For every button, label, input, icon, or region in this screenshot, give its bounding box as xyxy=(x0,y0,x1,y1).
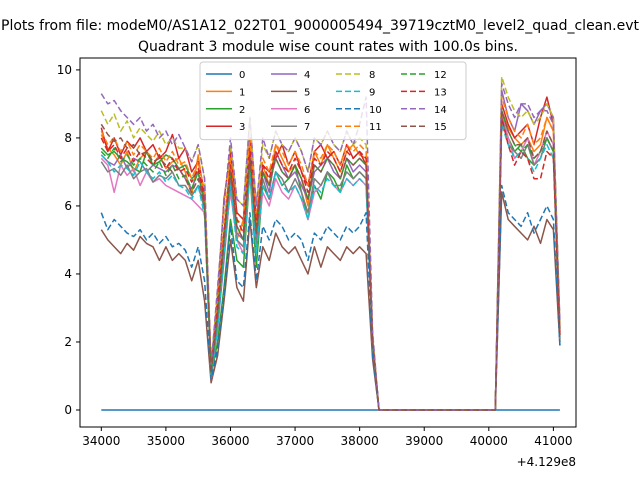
figure-suptitle: Plots from file: modeM0/AS1A12_022T01_90… xyxy=(1,18,639,34)
x-tick-label: 37000 xyxy=(276,434,314,448)
x-tick-label: 39000 xyxy=(405,434,443,448)
x-tick-label: 40000 xyxy=(470,434,508,448)
axes-frame xyxy=(79,57,577,428)
series-line-5 xyxy=(100,191,561,411)
y-axis: 0 2 4 6 8 10 xyxy=(57,63,80,417)
plot-area: 34000 35000 36000 37000 38000 39000 40000 41000… xyxy=(57,57,577,469)
series-line-10 xyxy=(100,184,561,411)
y-tick-label: 10 xyxy=(57,63,72,77)
series-line-11 xyxy=(100,96,561,411)
legend-label-11: 11 xyxy=(369,122,382,133)
y-tick-label: 6 xyxy=(64,199,72,213)
legend-label-12: 12 xyxy=(434,70,447,81)
legend-label-15: 15 xyxy=(434,122,447,133)
legend-box xyxy=(199,61,467,141)
legend-label-10: 10 xyxy=(369,105,382,116)
series-line-3 xyxy=(100,96,561,411)
legend-label-5: 5 xyxy=(304,87,310,98)
y-tick-label: 4 xyxy=(64,267,72,281)
legend-label-13: 13 xyxy=(434,87,447,98)
legend-label-14: 14 xyxy=(434,105,447,116)
legend-label-2: 2 xyxy=(239,105,245,116)
x-tick-label: 35000 xyxy=(147,434,185,448)
legend-label-6: 6 xyxy=(304,105,310,116)
legend-label-0: 0 xyxy=(239,70,245,81)
legend-label-9: 9 xyxy=(369,87,375,98)
x-tick-label: 41000 xyxy=(534,434,572,448)
plot-title: Quadrant 3 module wise count rates with … xyxy=(138,39,518,55)
legend-label-3: 3 xyxy=(239,122,245,133)
x-tick-label: 38000 xyxy=(341,434,379,448)
series-line-15 xyxy=(100,109,561,411)
x-axis-offset-label: +4.129e8 xyxy=(517,455,576,469)
legend-label-4: 4 xyxy=(304,70,310,81)
legend-label-8: 8 xyxy=(369,70,375,81)
series-layer xyxy=(100,75,561,411)
y-tick-label: 8 xyxy=(64,131,72,145)
x-tick-label: 34000 xyxy=(82,434,120,448)
y-tick-label: 2 xyxy=(64,335,72,349)
y-tick-label: 0 xyxy=(64,403,72,417)
x-axis: 34000 35000 36000 37000 38000 39000 40000 41000 xyxy=(82,427,572,448)
legend-label-1: 1 xyxy=(239,87,245,98)
x-tick-label: 36000 xyxy=(211,434,249,448)
legend-label-7: 7 xyxy=(304,122,310,133)
